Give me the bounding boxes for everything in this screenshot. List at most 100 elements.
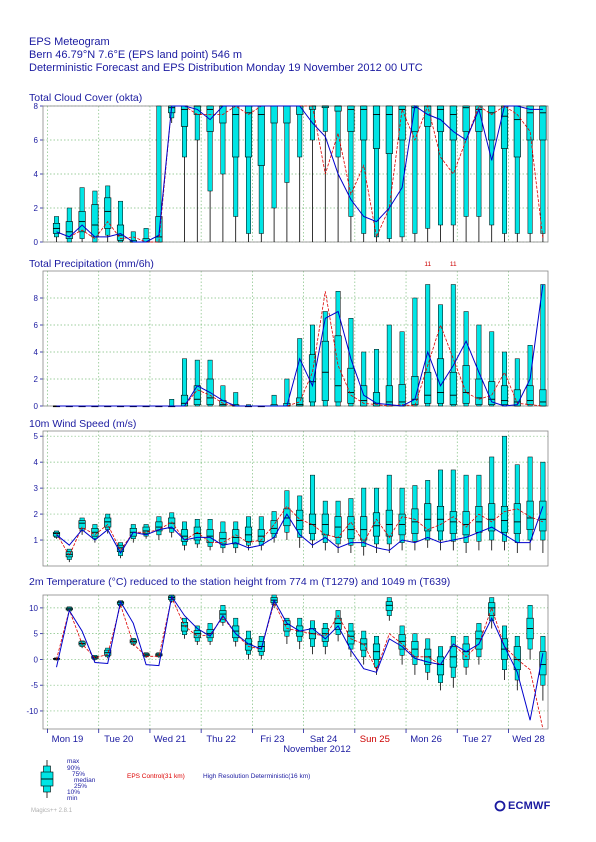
ens-box-inner [91,204,99,238]
ens-box-inner [488,602,496,616]
y-tick-label: 8 [34,294,39,303]
y-tick-label: 0 [34,655,39,664]
ens-box-inner [65,221,73,239]
ens-box-inner [206,105,214,132]
ens-box [347,623,355,657]
ecmwf-logo-mark [494,800,506,812]
ens-box-outer [297,338,303,407]
ens-box [385,105,393,242]
ens-box [257,105,265,242]
ens-box-inner [142,526,150,534]
ens-box [142,652,150,658]
ens-box-inner [334,617,342,630]
ens-box-outer [348,318,354,407]
ens-box [180,521,189,551]
panel-2: Total Precipitation (mm/6h) 0 2 4 6 8 11 11 [29,258,549,411]
ens-box-inner [398,634,406,650]
day-label: Mon 26 [410,734,442,745]
ens-box-inner [219,531,227,545]
ens-box [526,456,534,551]
ens-box [116,200,125,243]
ens-box-outer [412,297,418,407]
month-label: November 2012 [283,744,351,755]
ecmwf-logo-text: ECMWF [508,800,551,812]
ens-box-inner [462,365,470,404]
day-label: Tue 20 [104,734,133,745]
ens-box-inner [283,620,291,632]
ens-box-inner [475,378,483,405]
ens-box [206,359,214,407]
ens-box-inner [270,105,278,124]
ens-box [321,311,329,407]
ens-box [449,284,457,407]
ens-box [526,605,534,660]
ens-box-inner [334,105,342,112]
ens-box-inner [270,520,278,534]
ens-box-inner [385,601,393,611]
forecast-description: Deterministic Forecast and EPS Distribut… [29,62,423,74]
ens-box-inner [360,516,368,541]
hres-line [56,506,544,554]
ens-box [360,487,368,556]
panel-frame [42,270,549,407]
ens-box-inner [155,521,163,532]
ens-box-inner [347,516,355,540]
ens-box-outer [335,105,341,158]
ens-box-inner [206,378,214,405]
panel-1: Total Cloud Cover (okta) 0 2 4 6 8 [29,92,549,247]
meteogram-title: EPS Meteogram [29,36,110,48]
panel-3: 10m Wind Speed (m/s) 1 2 3 4 5 [29,418,549,567]
ens-box-inner [180,622,189,632]
ens-box [296,105,304,242]
ens-box-inner [526,105,534,141]
ens-box [500,105,509,242]
day-label: Wed 21 [154,734,187,745]
ens-box [219,105,227,242]
legend-box-label: min [67,795,78,802]
y-tick-label: -5 [31,681,39,690]
day-label: Mon 19 [52,734,84,745]
ens-box [244,516,253,551]
ens-box [398,331,406,407]
ens-box [462,311,470,407]
ens-box-inner [539,651,547,676]
y-tick-label: 5 [34,432,39,441]
ens-box-inner [449,511,457,534]
ens-box-inner [385,105,393,154]
ens-box-inner [193,630,201,639]
panel-frame [42,594,549,730]
ens-box [334,291,342,407]
ens-box-inner [539,105,547,141]
ens-box [232,521,240,554]
ens-box [488,456,496,551]
panel-title: Total Cloud Cover (okta) [29,92,142,104]
ens-box-inner [372,105,381,149]
ens-box [308,474,317,548]
ens-box-outer [450,284,456,407]
y-tick-label: 3 [34,484,39,493]
ens-box [449,469,457,551]
ens-box-inner [500,505,509,533]
day-label: Wed 28 [512,734,545,745]
ens-box-inner [296,397,304,407]
ens-box-outer [450,469,456,542]
ens-box [244,105,253,242]
ens-box-outer [386,474,392,545]
ens-box [296,338,304,407]
y-tick-label: 5 [34,630,39,639]
ens-box-outer [476,324,482,407]
ens-box-inner [232,529,240,545]
legend-control-label: EPS Control(31 km) [127,773,185,780]
legend-box-label: median [74,777,96,784]
legend-hres-label: High Resolution Deterministic(16 km) [203,773,310,780]
ens-box [513,635,521,691]
ens-box [411,633,419,675]
ecmwf-logo: ECMWF [508,800,551,812]
ens-box-outer [118,200,123,243]
day-label: Tue 27 [463,734,492,745]
ens-box-inner [385,509,393,537]
ens-box-inner [539,500,547,532]
ens-box [488,331,496,407]
ens-box [424,284,432,407]
ens-box [91,524,99,543]
